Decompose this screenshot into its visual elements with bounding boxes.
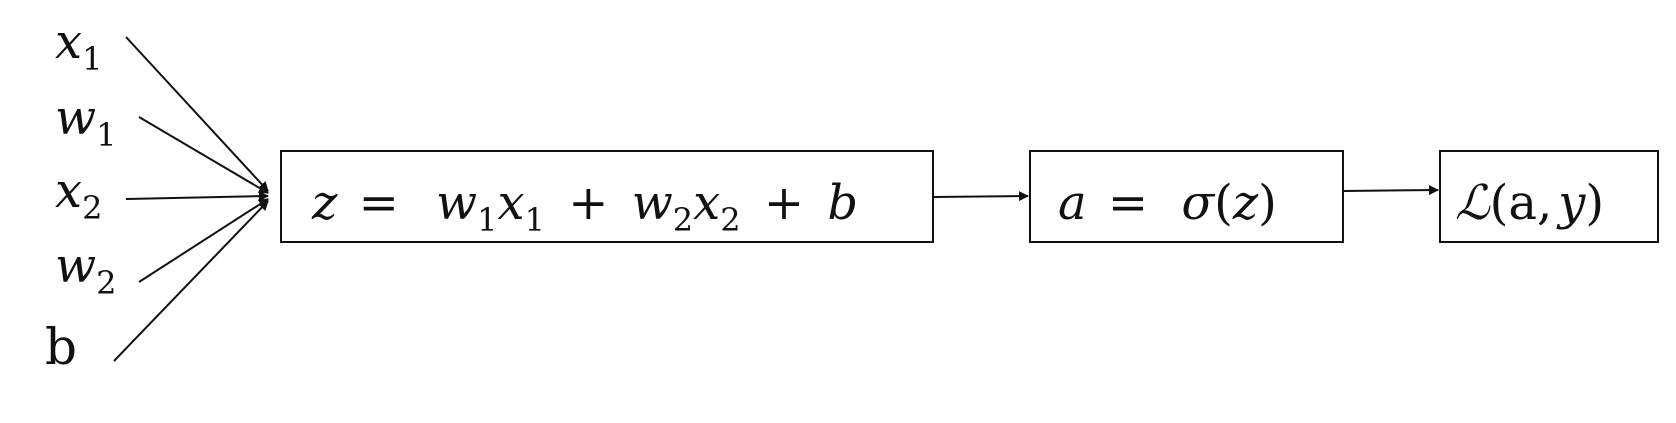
arrow-activation-to-loss [1343,185,1439,196]
wire-w1 [138,116,269,194]
linear-node-box [280,150,934,243]
arrow-linear-to-activation [933,191,1029,202]
wire-x1 [125,36,269,192]
input-x2: x2 [55,163,102,227]
input-x1: x1 [55,14,102,78]
activation-equation: a = σ(z) [1058,175,1277,231]
wire-w2 [138,198,269,283]
input-w1: w1 [55,90,116,154]
wire-b [113,200,269,362]
activation-node-box [1029,150,1344,243]
wire-x2 [125,191,269,202]
loss-expression: ℒ(a, y) [1455,175,1604,231]
linear-equation: z = w1x1 + w2x2 + b [311,175,858,243]
input-b: b [45,318,77,376]
input-w2: w2 [55,238,116,302]
loss-node-box [1439,150,1659,243]
